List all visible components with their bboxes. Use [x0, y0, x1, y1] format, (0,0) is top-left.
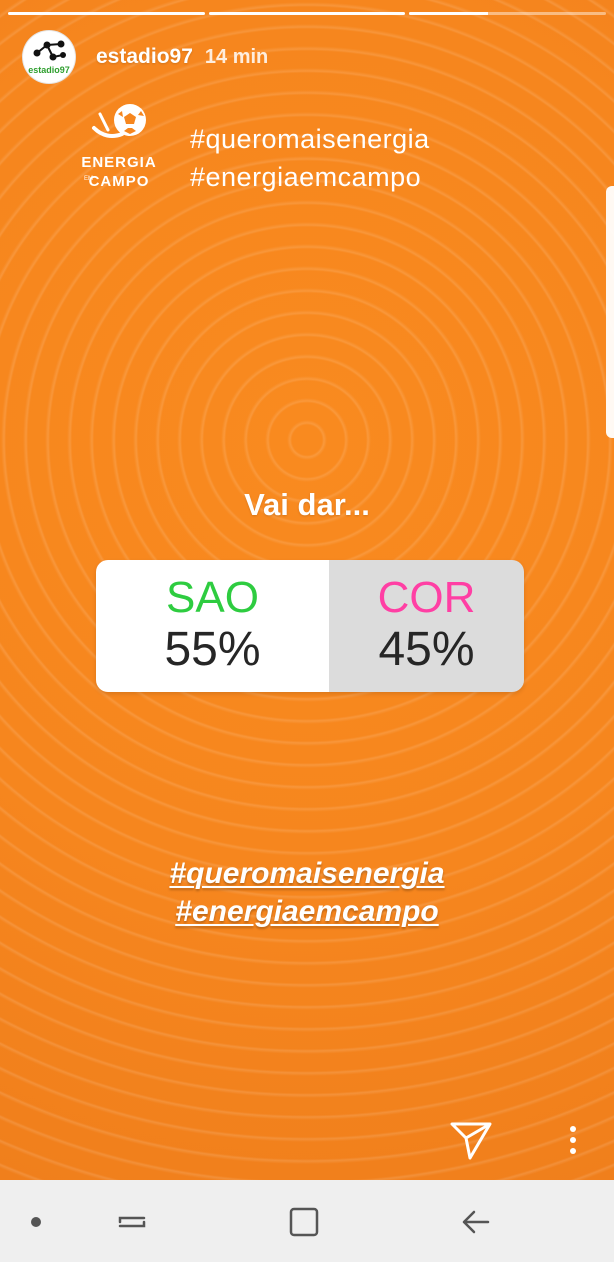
hashtag-link[interactable]: #queromaisenergia — [169, 857, 445, 890]
progress-segment — [8, 12, 205, 15]
progress-fill — [409, 12, 488, 15]
brand-campo: CAMPO — [88, 173, 150, 190]
side-scroll-handle[interactable] — [606, 186, 614, 438]
progress-fill — [208, 12, 406, 15]
avatar[interactable]: estadio97 — [22, 30, 76, 84]
hashtags-footer: #queromaisenergia #energiaemcampo — [0, 855, 614, 931]
poll-option-label: SAO — [166, 573, 259, 622]
post-time: 14 min — [204, 45, 269, 68]
dot-icon — [31, 1217, 41, 1227]
progress-segment — [208, 12, 406, 15]
soccer-ball-icon — [92, 104, 146, 138]
hashtags-header: #queromaisenergia #energiaemcampo — [190, 120, 430, 196]
back-icon — [462, 1210, 490, 1234]
send-button[interactable] — [448, 1116, 494, 1162]
more-options-button[interactable] — [560, 1122, 586, 1158]
paper-plane-icon — [450, 1122, 492, 1160]
nav-home-button[interactable] — [284, 1204, 324, 1240]
poll-option-percent: 45% — [378, 623, 475, 676]
recents-icon — [118, 1216, 146, 1228]
story-header: estadio97 estadio97 14 min — [22, 30, 268, 84]
hashtag-link[interactable]: #energiaemcampo — [175, 895, 439, 928]
hashtag: #energiaemcampo — [190, 162, 422, 192]
energia-em-campo-logo: ENERGIA EM CAMPO — [78, 100, 164, 192]
poll-option-percent: 55% — [164, 623, 261, 676]
username[interactable]: estadio97 — [96, 45, 193, 68]
poll-option-label: COR — [377, 573, 476, 622]
hashtag: #queromaisenergia — [190, 124, 430, 154]
brand-em: EM — [84, 176, 93, 182]
nav-recents-button[interactable] — [112, 1204, 152, 1240]
brand-energia: ENERGIA — [81, 154, 157, 171]
progress-segment — [409, 12, 607, 15]
story-view[interactable]: estadio97 estadio97 14 min ENERGIA EM CA… — [0, 0, 614, 1180]
system-navigation-bar — [0, 1180, 614, 1262]
nav-back-button[interactable] — [456, 1204, 496, 1240]
poll-option-sao[interactable]: SAO 55% — [96, 560, 329, 692]
home-icon — [289, 1207, 319, 1237]
poll-option-cor[interactable]: COR 45% — [329, 560, 524, 692]
vertical-ellipsis-icon — [570, 1126, 576, 1154]
story-progress-bar — [8, 12, 607, 15]
poll-sticker: SAO 55% COR 45% — [96, 560, 524, 692]
poll-question: Vai dar... — [244, 487, 370, 522]
nav-dot-button[interactable] — [16, 1204, 56, 1240]
network-logo-icon — [33, 40, 66, 61]
progress-fill — [8, 12, 205, 15]
avatar-label: estadio97 — [28, 65, 70, 75]
